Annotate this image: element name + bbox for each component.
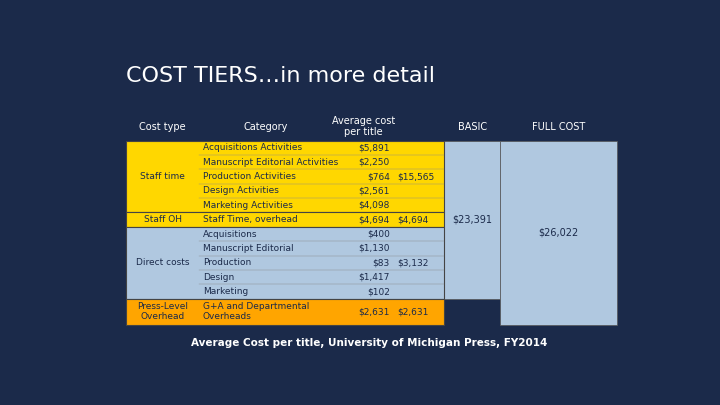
Text: $2,631: $2,631: [397, 307, 428, 316]
Text: $2,250: $2,250: [359, 158, 390, 166]
Text: Design: Design: [203, 273, 234, 281]
Text: Marketing Activities: Marketing Activities: [203, 201, 292, 210]
Text: Marketing: Marketing: [203, 287, 248, 296]
Text: Direct costs: Direct costs: [136, 258, 189, 267]
Text: FULL COST: FULL COST: [532, 122, 585, 132]
FancyBboxPatch shape: [500, 141, 617, 324]
Text: $4,694: $4,694: [359, 215, 390, 224]
Text: Average Cost per title, University of Michigan Press, FY2014: Average Cost per title, University of Mi…: [191, 338, 547, 348]
Text: $23,391: $23,391: [452, 215, 492, 225]
Text: G+A and Departmental
Overheads: G+A and Departmental Overheads: [203, 302, 309, 321]
Text: Average cost
per title: Average cost per title: [332, 116, 395, 137]
Text: $1,130: $1,130: [358, 244, 390, 253]
Text: Design Activities: Design Activities: [203, 186, 279, 195]
Text: $15,565: $15,565: [397, 172, 434, 181]
Text: Staff time: Staff time: [140, 172, 185, 181]
Text: Category: Category: [243, 122, 288, 132]
FancyBboxPatch shape: [126, 213, 444, 227]
Text: $102: $102: [366, 287, 390, 296]
Text: $26,022: $26,022: [539, 228, 579, 238]
Text: Cost type: Cost type: [139, 122, 186, 132]
Text: $2,631: $2,631: [359, 307, 390, 316]
Text: $3,132: $3,132: [397, 258, 428, 267]
Text: $4,098: $4,098: [359, 201, 390, 210]
Text: Acquisitions: Acquisitions: [203, 230, 257, 239]
Text: $2,561: $2,561: [359, 186, 390, 195]
Text: $83: $83: [372, 258, 390, 267]
Text: Production Activities: Production Activities: [203, 172, 296, 181]
Text: $764: $764: [366, 172, 390, 181]
Text: Production: Production: [203, 258, 251, 267]
FancyBboxPatch shape: [126, 141, 444, 213]
FancyBboxPatch shape: [444, 141, 500, 299]
Text: Manuscript Editorial Activities: Manuscript Editorial Activities: [203, 158, 338, 166]
Text: Manuscript Editorial: Manuscript Editorial: [203, 244, 293, 253]
Text: COST TIERS…in more detail: COST TIERS…in more detail: [126, 66, 436, 86]
Text: Acquisitions Activities: Acquisitions Activities: [203, 143, 302, 152]
FancyBboxPatch shape: [126, 299, 444, 324]
Text: Staff Time, overhead: Staff Time, overhead: [203, 215, 297, 224]
Text: $5,891: $5,891: [358, 143, 390, 152]
Text: Press-Level
Overhead: Press-Level Overhead: [137, 302, 188, 321]
FancyBboxPatch shape: [126, 227, 444, 299]
Text: $4,694: $4,694: [397, 215, 428, 224]
Text: BASIC: BASIC: [458, 122, 487, 132]
Text: Staff OH: Staff OH: [143, 215, 181, 224]
Text: $400: $400: [366, 230, 390, 239]
Text: $1,417: $1,417: [359, 273, 390, 281]
